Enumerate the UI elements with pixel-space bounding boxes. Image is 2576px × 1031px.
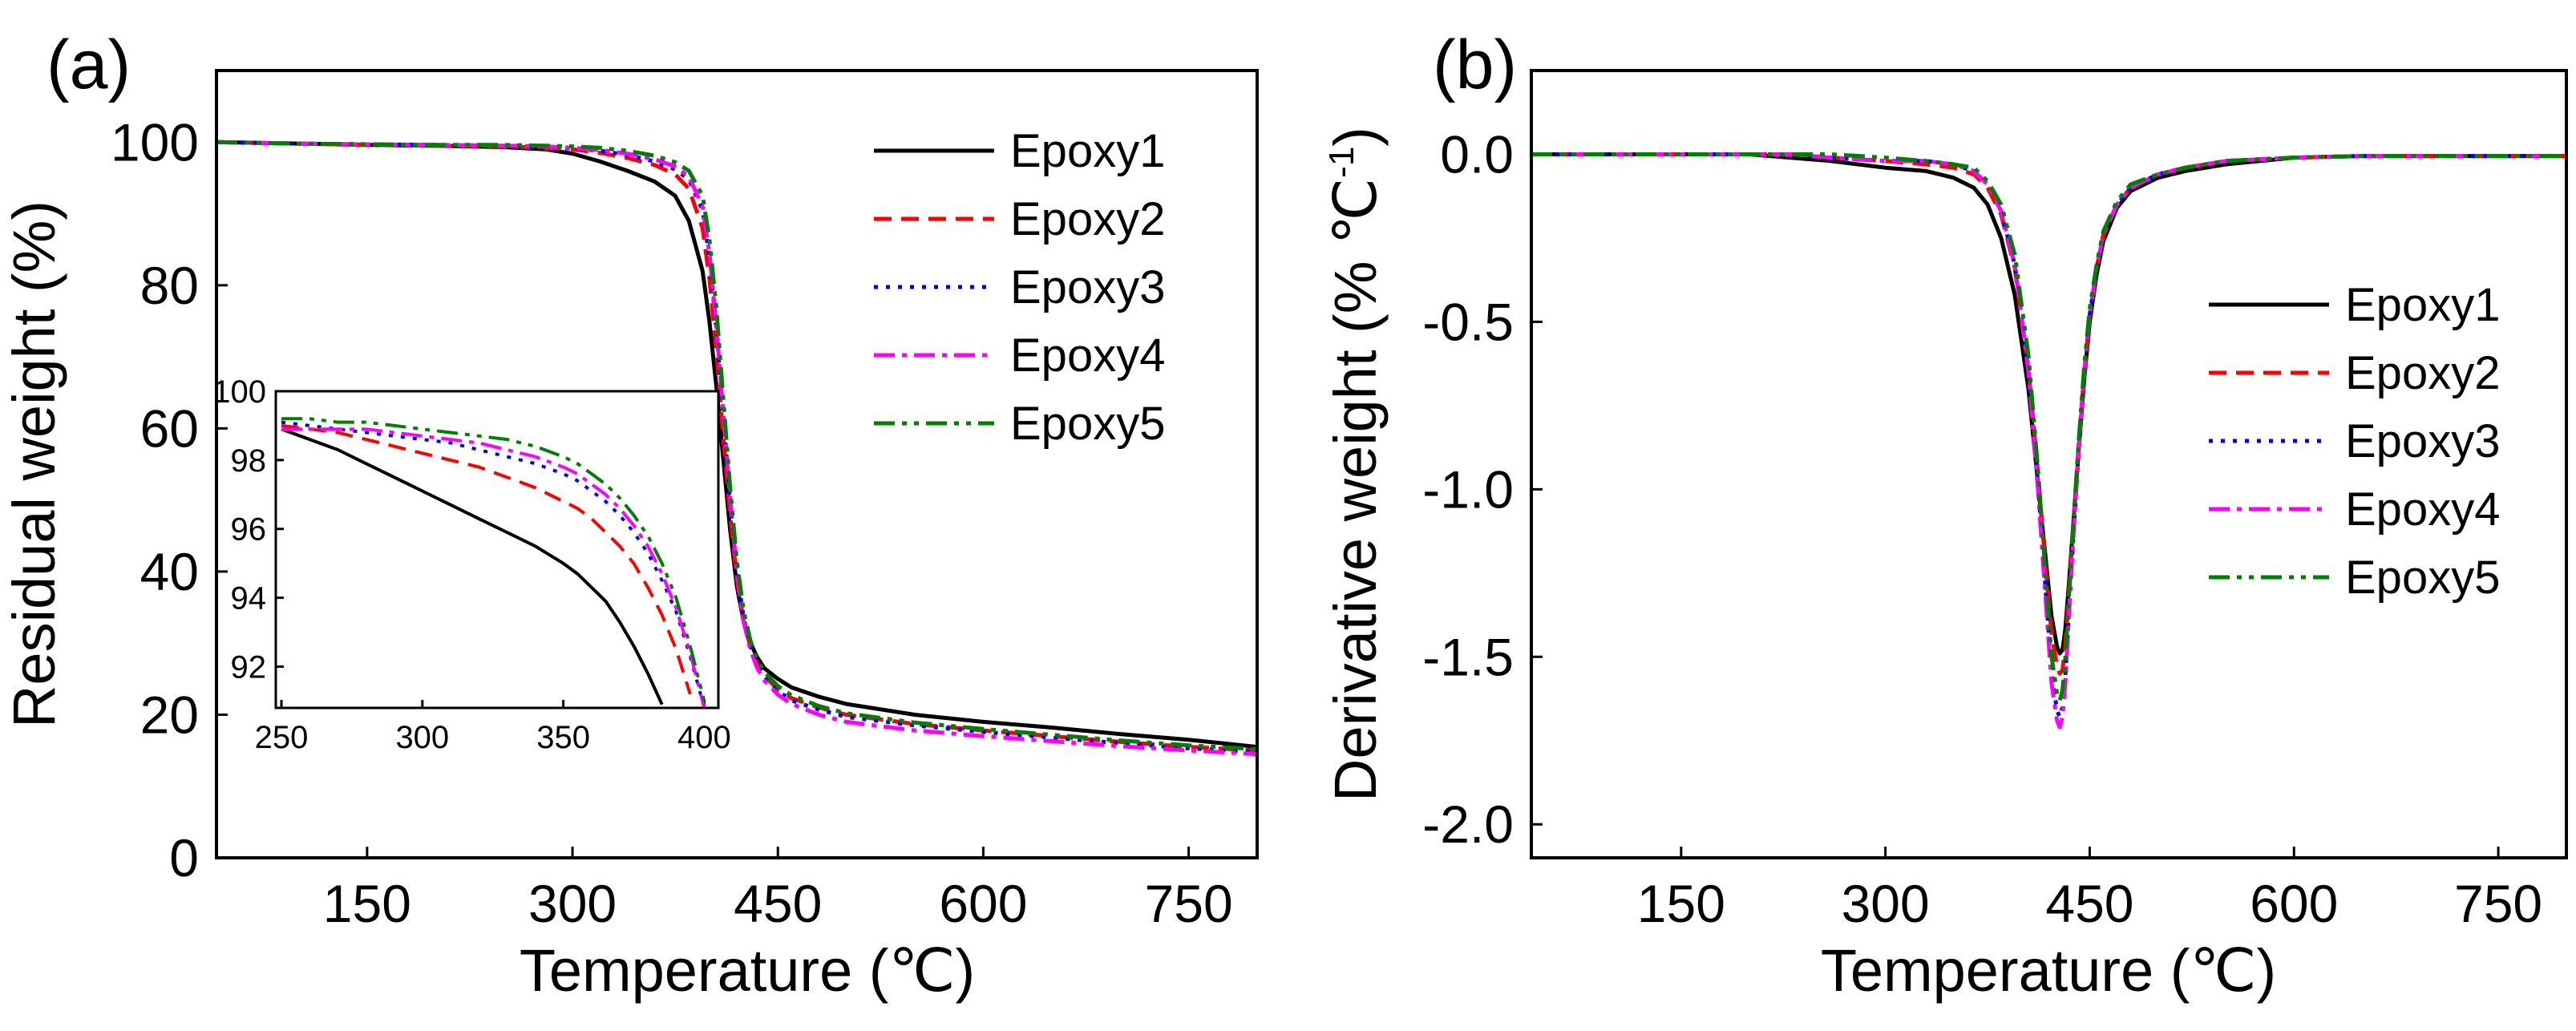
legend-label-epoxy2: Epoxy2 bbox=[1010, 193, 1165, 245]
panel-a-y-axis-title: Residual weight (%) bbox=[1, 200, 67, 728]
y-tick-label: 100 bbox=[111, 112, 199, 172]
inset-series bbox=[281, 417, 706, 708]
inset-frame bbox=[274, 390, 720, 710]
y-tick-label: 60 bbox=[140, 398, 199, 458]
series-line-epoxy2 bbox=[281, 423, 692, 695]
panel-b-y-axis-title-close: ) bbox=[1322, 127, 1389, 147]
series-line-epoxy4 bbox=[281, 427, 706, 708]
x-tick-label: 600 bbox=[2250, 874, 2338, 933]
panel-a-x-axis-title: Temperature (℃) bbox=[520, 937, 975, 1004]
y-tick-label: 98 bbox=[231, 443, 267, 479]
panel-a-legend: Epoxy1 Epoxy2 Epoxy3 Epoxy4 Epoxy5 bbox=[874, 125, 1165, 450]
panel-a-label: (a) bbox=[47, 26, 131, 103]
panel-b-y-axis-title-sup: -1 bbox=[1322, 147, 1361, 178]
x-tick-label: 150 bbox=[323, 874, 411, 933]
x-tick-label: 600 bbox=[939, 874, 1027, 933]
panel-b-series bbox=[1531, 152, 2566, 730]
panel-b-x-axis-title: Temperature (℃) bbox=[1821, 937, 2276, 1004]
x-tick-label: 300 bbox=[395, 720, 449, 755]
y-tick-label: -0.5 bbox=[1422, 292, 1514, 351]
y-tick-label: 100 bbox=[212, 374, 266, 410]
y-tick-label: 0 bbox=[169, 828, 199, 887]
y-tick-label: 20 bbox=[140, 685, 199, 744]
y-tick-label: 96 bbox=[231, 512, 267, 548]
series-line-epoxy1 bbox=[281, 427, 664, 706]
y-tick-label: 0.0 bbox=[1440, 124, 1514, 184]
x-tick-label: 450 bbox=[734, 874, 822, 933]
legend-label-epoxy4: Epoxy4 bbox=[2345, 483, 2500, 536]
panel-a-inset: 250 300 350 400 92 94 96 98 100 bbox=[212, 374, 731, 755]
panel-b-ticks: 150 300 450 600 750 0.0 -0.5 -1.0 -1.5 -2.0 bbox=[1422, 124, 2542, 933]
x-tick-label: 250 bbox=[255, 720, 309, 755]
series-line-epoxy5 bbox=[281, 417, 706, 701]
series-line-epoxy5 bbox=[1531, 152, 2566, 703]
x-tick-label: 300 bbox=[1842, 874, 1930, 933]
inset-ticks: 250 300 350 400 92 94 96 98 100 bbox=[212, 374, 731, 755]
panel-a-ticks: 150 300 450 600 750 0 20 40 60 80 100 bbox=[111, 112, 1233, 933]
panel-a-residual-weight: (a) 150 300 450 600 750 0 20 40 60 80 100 Temperat… bbox=[1, 26, 1259, 1004]
series-line-epoxy1 bbox=[1531, 152, 2566, 656]
y-tick-label: -1.5 bbox=[1422, 627, 1514, 686]
legend-label-epoxy3: Epoxy3 bbox=[2345, 415, 2500, 467]
x-tick-label: 400 bbox=[677, 720, 731, 755]
x-tick-label: 450 bbox=[2045, 874, 2133, 933]
x-tick-label: 300 bbox=[528, 874, 617, 933]
panel-b-y-axis-title-main: Derivative weight (% ℃ bbox=[1322, 178, 1389, 802]
panel-b-frame bbox=[1530, 69, 2568, 859]
x-tick-label: 150 bbox=[1637, 874, 1725, 933]
y-tick-label: -1.0 bbox=[1422, 459, 1514, 519]
legend-label-epoxy3: Epoxy3 bbox=[1010, 261, 1165, 313]
panel-a-frame bbox=[215, 69, 1259, 859]
panel-b-legend: Epoxy1 Epoxy2 Epoxy3 Epoxy4 Epoxy5 bbox=[2209, 279, 2500, 604]
x-tick-label: 350 bbox=[536, 720, 590, 755]
y-tick-label: 92 bbox=[231, 649, 267, 685]
legend-label-epoxy5: Epoxy5 bbox=[1010, 398, 1165, 450]
x-tick-label: 750 bbox=[2454, 874, 2542, 933]
y-tick-label: 80 bbox=[140, 256, 199, 315]
x-tick-label: 750 bbox=[1145, 874, 1233, 933]
legend-label-epoxy2: Epoxy2 bbox=[2345, 347, 2500, 399]
y-tick-label: -2.0 bbox=[1422, 794, 1514, 854]
legend-label-epoxy4: Epoxy4 bbox=[1010, 330, 1165, 382]
panel-b-derivative-weight: (b) 150 300 450 600 750 0.0 -0.5 -1.0 -1.5 -2.0 T… bbox=[1322, 26, 2568, 1004]
panel-b-y-axis-title: Derivative weight (% ℃-1) bbox=[1322, 127, 1389, 802]
panel-a-series bbox=[216, 139, 1257, 757]
panel-b-label: (b) bbox=[1433, 26, 1517, 103]
legend-label-epoxy5: Epoxy5 bbox=[2345, 552, 2500, 604]
series-line-epoxy5 bbox=[216, 139, 1257, 751]
y-tick-label: 94 bbox=[231, 581, 267, 617]
legend-label-epoxy1: Epoxy1 bbox=[1010, 125, 1165, 177]
y-tick-label: 40 bbox=[140, 542, 199, 601]
legend-label-epoxy1: Epoxy1 bbox=[2345, 279, 2500, 331]
